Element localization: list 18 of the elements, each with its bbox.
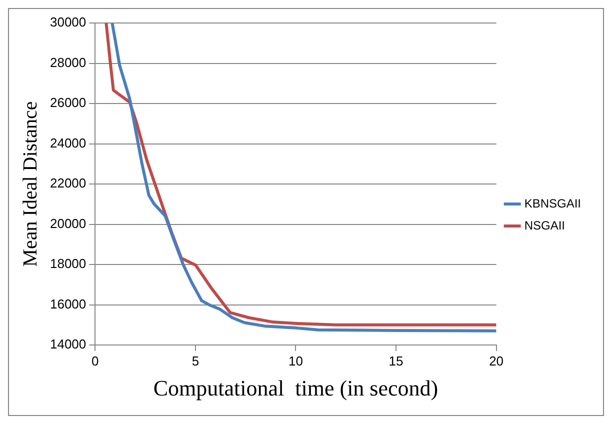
- y-tick-label: 26000: [50, 95, 86, 110]
- x-tick-label: 5: [192, 353, 200, 368]
- y-tick-label: 20000: [50, 216, 86, 231]
- y-tick-label: 30000: [50, 14, 86, 30]
- x-tick-label: 15: [388, 353, 404, 368]
- x-tick-label: 20: [489, 353, 504, 368]
- x-tick-label: 0: [92, 353, 99, 368]
- y-tick-label: 24000: [50, 135, 86, 150]
- y-tick-label: 18000: [50, 256, 86, 272]
- x-axis-title: Computational time (in second): [153, 376, 438, 401]
- y-tick-label: 22000: [50, 176, 86, 191]
- y-tick-label: 28000: [50, 54, 86, 70]
- x-tick-label: 10: [288, 353, 303, 368]
- y-tick-label: 16000: [50, 296, 86, 312]
- y-axis-title: Mean Ideal Distance: [19, 101, 42, 267]
- legend-label: KBNSGAII: [524, 196, 582, 210]
- legend-label: NSGAII: [524, 218, 566, 232]
- y-tick-label: 14000: [50, 336, 86, 352]
